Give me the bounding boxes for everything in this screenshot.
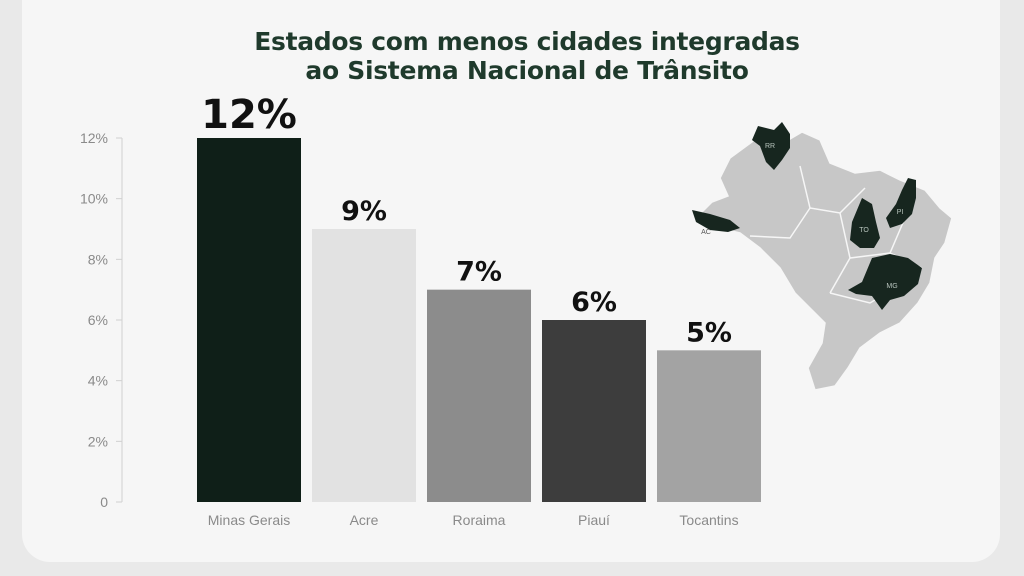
bar-value-label: 5% [686, 317, 732, 348]
bar-2 [427, 289, 531, 502]
state-label-pi: PI [897, 209, 904, 216]
bar-value-label: 9% [341, 196, 387, 227]
state-label-ac: AC [701, 229, 711, 236]
bar-value-label: 12% [201, 92, 297, 138]
bar-value-label: 6% [571, 287, 617, 318]
state-label-to: TO [859, 227, 869, 234]
bar-value-label: 7% [456, 257, 502, 288]
state-piaui [886, 178, 916, 228]
y-tick-label: 6% [88, 312, 108, 328]
y-tick-label: 12% [80, 130, 108, 146]
category-label: Acre [350, 512, 379, 528]
y-tick-label: 10% [80, 191, 108, 207]
y-tick-label: 0 [100, 494, 108, 510]
bar-1 [312, 229, 416, 502]
bar-4 [657, 350, 761, 502]
state-acre [692, 210, 740, 232]
bar-0 [197, 138, 301, 502]
category-label: Tocantins [679, 512, 738, 528]
brazil-map: RR AC TO PI MG [692, 122, 953, 391]
state-tocantins [850, 198, 880, 248]
state-roraima [752, 122, 790, 170]
y-tick-label: 4% [88, 373, 108, 389]
y-tick-label: 2% [88, 433, 108, 449]
state-borders [749, 165, 923, 304]
y-tick-label: 8% [88, 251, 108, 267]
category-label: Minas Gerais [208, 512, 290, 528]
brazil-country-shape [696, 131, 953, 391]
state-label-mg: MG [886, 283, 897, 290]
bar-3 [542, 320, 646, 502]
state-minas-gerais [848, 254, 922, 310]
chart-subtitle: ao Sistema Nacional de Trânsito [305, 56, 749, 85]
state-label-rr: RR [765, 143, 775, 150]
category-label: Roraima [453, 512, 506, 528]
category-label: Piauí [578, 512, 610, 528]
chart-title: Estados com menos cidades integradas [254, 27, 800, 56]
